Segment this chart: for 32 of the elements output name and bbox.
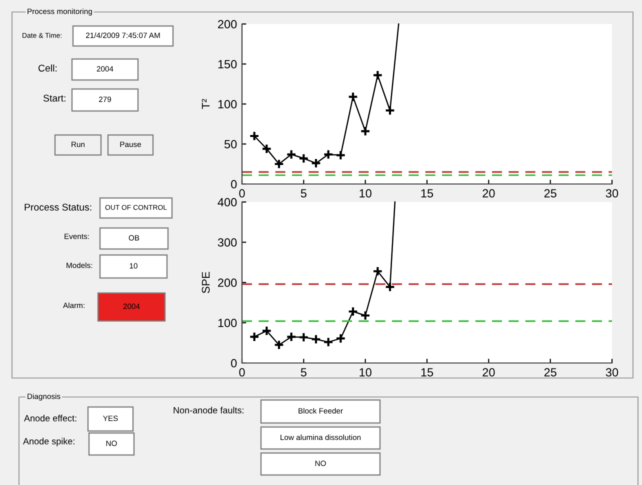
y-tick-label: 100 <box>218 318 237 328</box>
x-tick-label: 20 <box>482 368 495 377</box>
x-tick-label: 15 <box>421 368 434 377</box>
x-tick-label: 25 <box>544 189 556 198</box>
x-tick-label: 15 <box>421 189 434 198</box>
x-tick-label: 5 <box>300 368 306 377</box>
x-tick-label: 20 <box>482 189 495 198</box>
y-tick-label: 300 <box>218 238 237 247</box>
y-tick-label: 400 <box>218 198 237 206</box>
y-axis-title: SPE <box>202 272 210 294</box>
text: Process Status: <box>24 204 92 211</box>
x-tick-label: 5 <box>300 189 306 198</box>
x-tick-label: 30 <box>606 368 618 377</box>
y-tick-label: 150 <box>218 60 237 68</box>
x-tick-label: 25 <box>544 368 556 377</box>
text: Start: <box>43 94 66 102</box>
y-tick-label: 0 <box>231 180 237 188</box>
y-axis-title: T² <box>202 98 210 109</box>
text: Cell: <box>38 64 57 72</box>
x-tick-label: 10 <box>360 368 372 377</box>
x-tick-label: 0 <box>239 368 245 377</box>
y-tick-label: 50 <box>224 140 237 148</box>
x-tick-label: 30 <box>606 189 618 198</box>
x-tick-label: 10 <box>360 189 372 198</box>
y-tick-label: 0 <box>231 359 237 368</box>
text: Non-anode faults: <box>174 406 244 414</box>
y-tick-label: 200 <box>218 278 237 287</box>
text: Anode effect: <box>24 414 76 422</box>
text: Anode spike: <box>23 438 74 446</box>
x-tick-label: 0 <box>239 189 245 198</box>
y-tick-label: 100 <box>218 100 237 108</box>
y-tick-label: 200 <box>218 20 237 28</box>
